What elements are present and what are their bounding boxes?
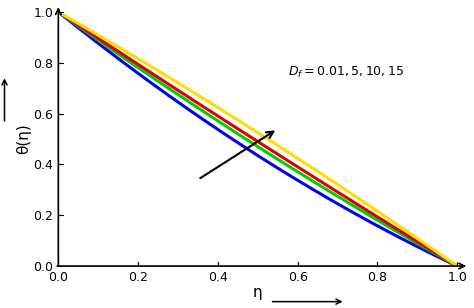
Y-axis label: θ(η): θ(η) [16,124,31,154]
X-axis label: η: η [253,285,263,300]
Text: $D_f = 0.01, 5, 10, 15$: $D_f = 0.01, 5, 10, 15$ [288,65,404,80]
